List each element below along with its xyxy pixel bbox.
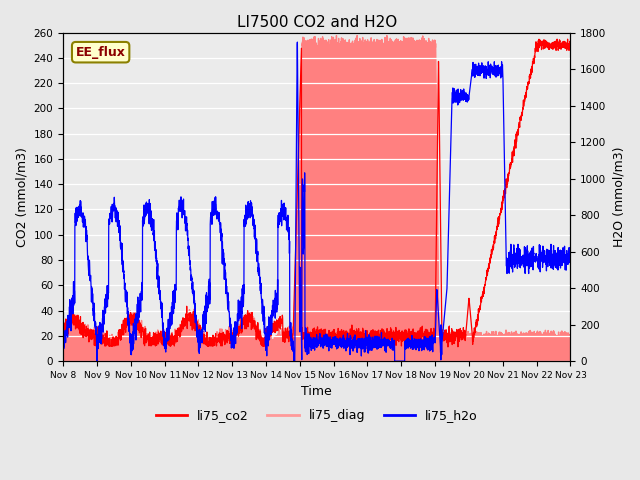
Legend: li75_co2, li75_diag, li75_h2o: li75_co2, li75_diag, li75_h2o xyxy=(150,404,483,427)
Text: EE_flux: EE_flux xyxy=(76,46,125,59)
Y-axis label: CO2 (mmol/m3): CO2 (mmol/m3) xyxy=(15,147,28,247)
X-axis label: Time: Time xyxy=(301,385,332,398)
Y-axis label: H2O (mmol/m3): H2O (mmol/m3) xyxy=(612,146,625,247)
Title: LI7500 CO2 and H2O: LI7500 CO2 and H2O xyxy=(237,15,397,30)
